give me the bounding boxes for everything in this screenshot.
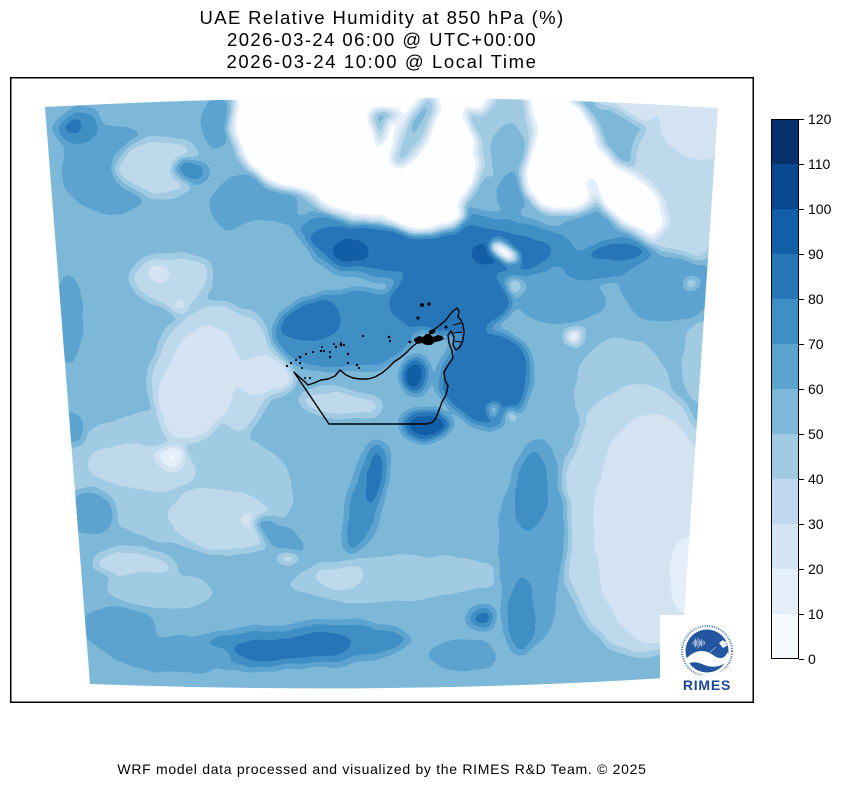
svg-text:RIMES: RIMES <box>683 677 731 693</box>
